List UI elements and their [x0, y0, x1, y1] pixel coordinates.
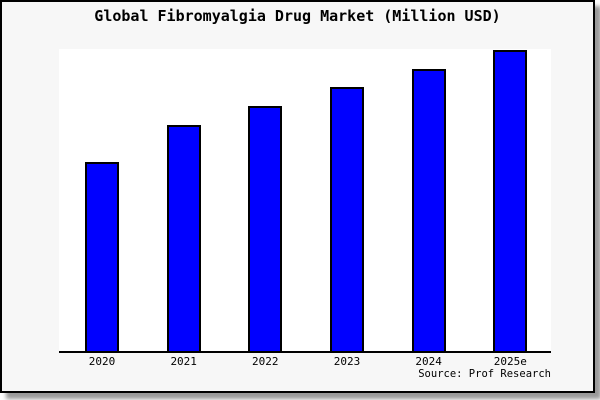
- x-tick-label-2024: 2024: [415, 355, 442, 368]
- x-tick-label-2025e: 2025e: [493, 355, 527, 368]
- x-tick-label-2021: 2021: [170, 355, 197, 368]
- bar-2025e: [493, 50, 528, 351]
- source-note: Source: Prof Research: [418, 368, 551, 380]
- plot-area: [59, 49, 551, 353]
- x-tick-label-2020: 2020: [88, 355, 116, 368]
- bar-2022: [248, 106, 283, 351]
- bar-2024: [411, 69, 446, 351]
- chart-panel: Global Fibromyalgia Drug Market (Million…: [0, 0, 595, 393]
- x-tick-label-2022: 2022: [252, 355, 279, 368]
- bar-2020: [85, 162, 119, 351]
- chart-title: Global Fibromyalgia Drug Market (Million…: [94, 7, 501, 25]
- bar-2021: [166, 125, 201, 351]
- x-tick-label-2023: 2023: [333, 355, 361, 368]
- bar-2023: [330, 87, 364, 351]
